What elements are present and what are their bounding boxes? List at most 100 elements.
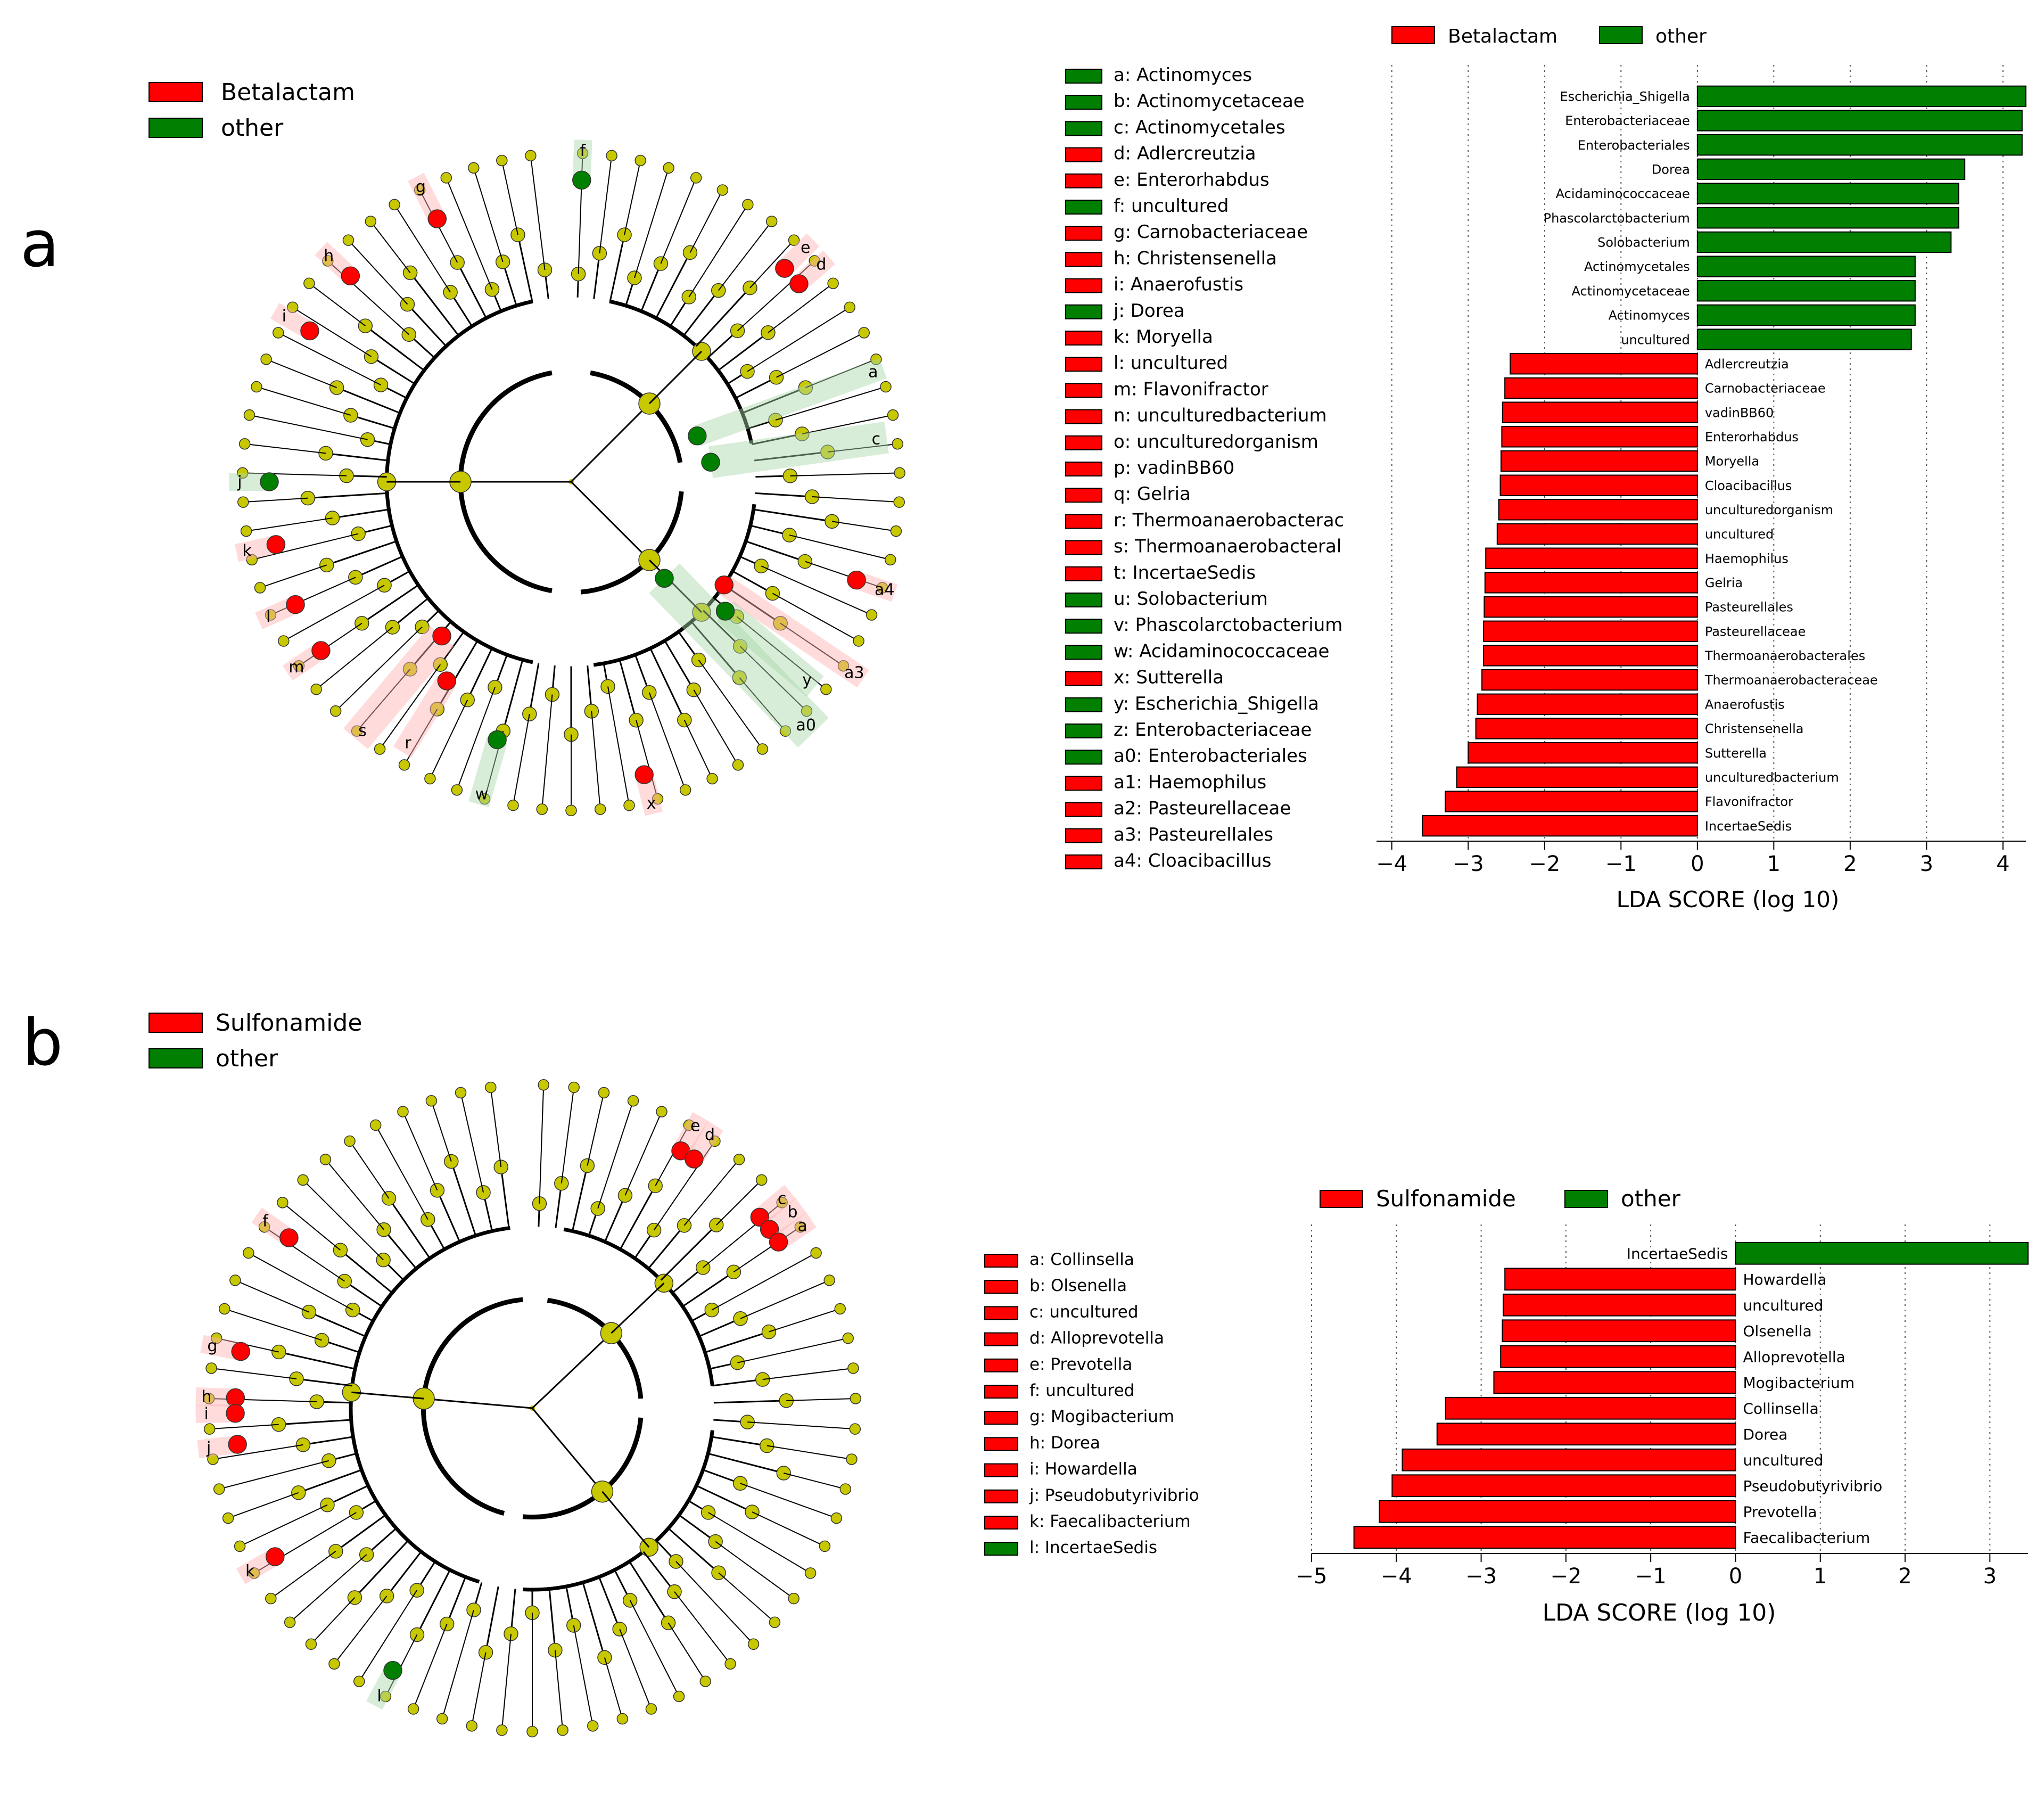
- clade-node: [866, 609, 878, 621]
- clade-edge: [334, 1596, 388, 1664]
- clade-node: [266, 1547, 285, 1566]
- clade-node: [251, 381, 262, 393]
- clade-a-key-swatch: [1065, 383, 1102, 398]
- clade-edge: [512, 713, 530, 805]
- clade-node: [779, 725, 792, 737]
- clade-node: [724, 1658, 736, 1670]
- clade-node: [656, 1106, 667, 1117]
- clade-edge: [831, 521, 896, 532]
- clade-edge: [593, 253, 600, 299]
- clade-node: [389, 199, 400, 211]
- clade-edge: [739, 646, 807, 712]
- clade-node: [652, 793, 664, 805]
- bar-label: Enterobacteriaceae: [1565, 113, 1690, 128]
- clade-node: [776, 1197, 788, 1208]
- clade-edge: [713, 1400, 787, 1404]
- clade-a-key-text: p: vadinBB60: [1114, 457, 1234, 479]
- clade-node: [234, 1540, 246, 1552]
- bar-label: Pasteurellaceae: [1705, 624, 1806, 639]
- x-tick-label: −2: [1550, 1564, 1581, 1589]
- clade-edge: [698, 660, 763, 750]
- bar-label: unculturedorganism: [1705, 503, 1833, 517]
- clade-node: [572, 170, 591, 190]
- chart-legend-label: Betalactam: [1448, 26, 1557, 47]
- clade-edge: [683, 720, 713, 779]
- clade-edge: [298, 1469, 362, 1494]
- clade-a-key-text: h: Christensenella: [1114, 248, 1277, 269]
- clade-node: [732, 759, 744, 771]
- clade-edge: [278, 1351, 356, 1370]
- bar-label: Dorea: [1652, 162, 1690, 177]
- clade-node: [714, 575, 734, 595]
- bar: [1496, 523, 1698, 545]
- clade-node: [237, 467, 249, 479]
- clade-b-key-text: i: Howardella: [1029, 1460, 1138, 1479]
- bar: [1391, 1474, 1736, 1498]
- bar-label: Faecalibacterium: [1743, 1529, 1870, 1547]
- clade-node: [616, 1713, 629, 1725]
- clade-node: [733, 1154, 745, 1165]
- clade-node: [240, 525, 252, 537]
- clade-edge: [682, 1271, 735, 1308]
- clade-b-key-swatch: [984, 1489, 1018, 1503]
- clade-edge: [683, 290, 719, 336]
- clade-node: [894, 467, 905, 479]
- legend-swatch-other: [149, 118, 203, 138]
- bar: [1696, 134, 2023, 156]
- clade-edge: [762, 1368, 854, 1380]
- clade-a-key-swatch: [1065, 226, 1102, 241]
- clade-letter: a: [798, 1217, 807, 1236]
- clade-edge: [219, 1460, 329, 1490]
- clade-edge: [678, 1514, 716, 1542]
- clade-node: [260, 353, 272, 365]
- clade-node: [342, 234, 355, 246]
- clade-edge: [235, 1280, 309, 1313]
- clade-edge: [251, 533, 359, 561]
- panel-label-a: a: [20, 208, 60, 282]
- clade-node: [756, 743, 769, 755]
- clade-b-key-swatch: [984, 1463, 1018, 1477]
- bar: [1353, 1526, 1736, 1549]
- clade-edge: [747, 1421, 855, 1430]
- bar-label: IncertaeSedis: [1627, 1245, 1728, 1262]
- clade-node: [380, 1690, 392, 1703]
- clade-edge: [649, 648, 686, 721]
- clade-node: [827, 277, 839, 289]
- bar: [1445, 1396, 1736, 1420]
- clade-b-key-swatch: [984, 1306, 1018, 1320]
- clade-a-key-swatch: [1065, 462, 1102, 476]
- clade-edge: [340, 1249, 393, 1294]
- clade-node: [819, 1540, 831, 1552]
- clade-a-key-swatch: [1065, 252, 1102, 267]
- x-tick-label: 2: [1843, 852, 1857, 876]
- clade-highlight: [649, 563, 829, 748]
- clade-edge: [667, 1622, 706, 1682]
- clade-a-key-swatch: [1065, 514, 1102, 529]
- clade-a-key-swatch: [1065, 278, 1102, 293]
- clade-edge: [335, 1514, 386, 1552]
- clade-letter: l: [266, 607, 270, 626]
- clade-edge: [707, 1452, 784, 1474]
- clade-node: [688, 426, 707, 446]
- clade-a-key-text: y: Escherichia_Shigella: [1114, 693, 1319, 714]
- clade-edge: [591, 711, 601, 810]
- bar-label: Howardella: [1743, 1271, 1826, 1288]
- bar: [1696, 280, 1916, 302]
- clade-node: [788, 1592, 800, 1605]
- clade-node: [557, 1724, 568, 1736]
- clade-edge: [344, 1280, 383, 1308]
- clade-edge: [607, 686, 630, 805]
- clade-edge: [335, 626, 423, 712]
- clade-edge: [718, 332, 769, 371]
- clade-edge: [695, 287, 751, 347]
- clade-edge: [660, 1224, 717, 1281]
- clade-node: [365, 216, 377, 227]
- clade-a-key-text: e: Enterorhabdus: [1114, 169, 1270, 191]
- clade-edge: [703, 1202, 782, 1268]
- clade-node: [525, 150, 537, 162]
- clade-edge: [647, 1224, 685, 1269]
- cladogram-b: e d cba f g hij k l: [195, 1079, 862, 1738]
- clade-node: [685, 1149, 704, 1169]
- clade-edge: [446, 177, 493, 290]
- lda-chart-b: Sulfonamide other IncertaeSedis Howardella u…: [1296, 1186, 2029, 1626]
